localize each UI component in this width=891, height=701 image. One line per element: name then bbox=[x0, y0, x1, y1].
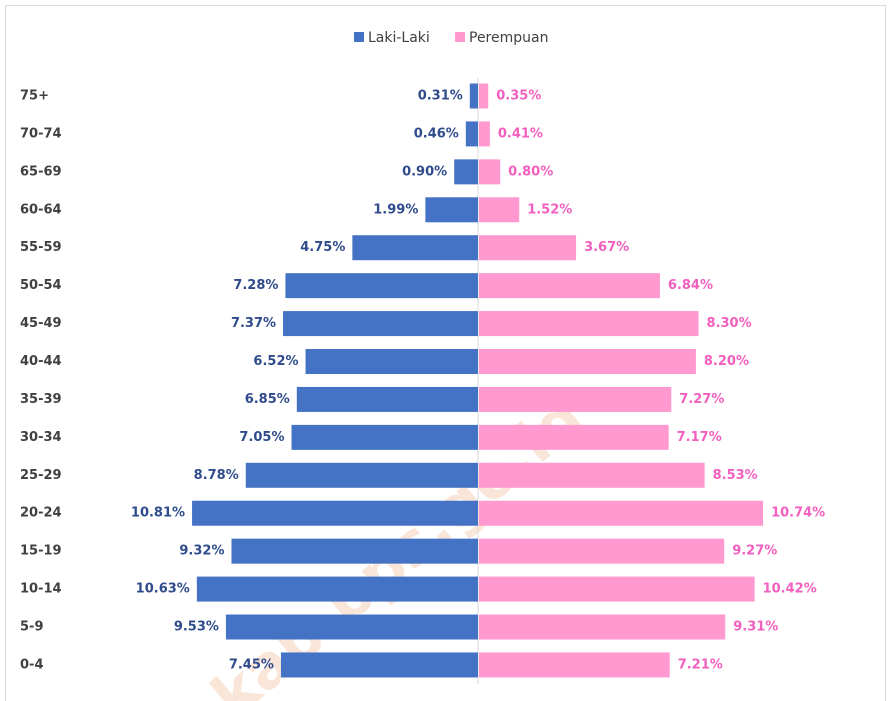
value-label: 0.46% bbox=[414, 126, 459, 141]
value-label: 7.17% bbox=[677, 430, 722, 445]
value-label: 6.84% bbox=[668, 278, 713, 293]
value-label: 0.35% bbox=[496, 89, 541, 104]
bar bbox=[479, 386, 672, 412]
value-label: 3.67% bbox=[584, 240, 629, 255]
bar bbox=[469, 83, 478, 109]
bar bbox=[196, 576, 479, 602]
category-label: 40-44 bbox=[20, 354, 62, 369]
category-label: 0-4 bbox=[20, 657, 44, 672]
category-label: 45-49 bbox=[20, 316, 62, 331]
legend-swatch bbox=[455, 32, 465, 42]
bar bbox=[479, 538, 725, 564]
bar bbox=[479, 121, 490, 147]
bar bbox=[283, 311, 478, 337]
category-label: 30-34 bbox=[20, 430, 62, 445]
bar bbox=[479, 159, 501, 185]
bar bbox=[425, 197, 478, 223]
value-label: 9.32% bbox=[179, 544, 224, 559]
value-label: 10.81% bbox=[131, 506, 185, 521]
value-label: 10.42% bbox=[763, 582, 817, 597]
bar bbox=[479, 235, 577, 261]
bar bbox=[479, 83, 489, 109]
bar bbox=[465, 121, 478, 147]
bar bbox=[479, 462, 705, 488]
bar bbox=[479, 652, 670, 678]
value-label: 4.75% bbox=[300, 240, 345, 255]
value-label: 7.21% bbox=[678, 657, 723, 672]
category-label: 15-19 bbox=[20, 544, 62, 559]
value-label: 9.53% bbox=[174, 620, 219, 635]
value-label: 7.28% bbox=[233, 278, 278, 293]
bar bbox=[352, 235, 478, 261]
category-label: 5-9 bbox=[20, 620, 44, 635]
bar bbox=[192, 500, 478, 526]
bar bbox=[285, 273, 478, 299]
category-label: 25-29 bbox=[20, 468, 62, 483]
bar bbox=[479, 273, 660, 299]
bar bbox=[479, 424, 669, 450]
value-label: 9.31% bbox=[733, 620, 778, 635]
value-label: 6.85% bbox=[245, 392, 290, 407]
bar bbox=[479, 197, 520, 223]
category-label: 75+ bbox=[20, 89, 49, 104]
value-label: 9.27% bbox=[732, 544, 777, 559]
value-label: 1.52% bbox=[527, 202, 572, 217]
value-label: 7.37% bbox=[231, 316, 276, 331]
legend-swatch bbox=[354, 32, 364, 42]
category-label: 65-69 bbox=[20, 164, 62, 179]
value-label: 0.41% bbox=[498, 126, 543, 141]
bar bbox=[454, 159, 478, 185]
value-label: 7.45% bbox=[229, 657, 274, 672]
category-label: 55-59 bbox=[20, 240, 62, 255]
bar bbox=[479, 349, 696, 375]
value-label: 10.74% bbox=[771, 506, 825, 521]
value-label: 8.30% bbox=[707, 316, 752, 331]
category-label: 10-14 bbox=[20, 582, 62, 597]
value-label: 0.31% bbox=[418, 89, 463, 104]
value-label: 7.27% bbox=[679, 392, 724, 407]
legend-label: Perempuan bbox=[469, 30, 548, 46]
bar bbox=[280, 652, 478, 678]
bar bbox=[305, 349, 478, 375]
category-label: 60-64 bbox=[20, 202, 62, 217]
category-label: 20-24 bbox=[20, 506, 62, 521]
category-label: 35-39 bbox=[20, 392, 62, 407]
value-label: 10.63% bbox=[136, 582, 190, 597]
value-label: 6.52% bbox=[253, 354, 298, 369]
bar bbox=[291, 424, 478, 450]
value-label: 1.99% bbox=[373, 202, 418, 217]
bar bbox=[245, 462, 478, 488]
bar bbox=[479, 614, 726, 640]
bar bbox=[296, 386, 478, 412]
value-label: 8.78% bbox=[194, 468, 239, 483]
value-label: 0.90% bbox=[402, 164, 447, 179]
category-label: 70-74 bbox=[20, 126, 62, 141]
bar bbox=[479, 576, 755, 602]
bar bbox=[479, 311, 699, 337]
category-label: 50-54 bbox=[20, 278, 62, 293]
bar bbox=[231, 538, 478, 564]
legend-label: Laki-Laki bbox=[368, 30, 430, 46]
value-label: 8.20% bbox=[704, 354, 749, 369]
bar bbox=[479, 500, 764, 526]
value-label: 0.80% bbox=[508, 164, 553, 179]
value-label: 7.05% bbox=[239, 430, 284, 445]
value-label: 8.53% bbox=[713, 468, 758, 483]
bar bbox=[225, 614, 478, 640]
